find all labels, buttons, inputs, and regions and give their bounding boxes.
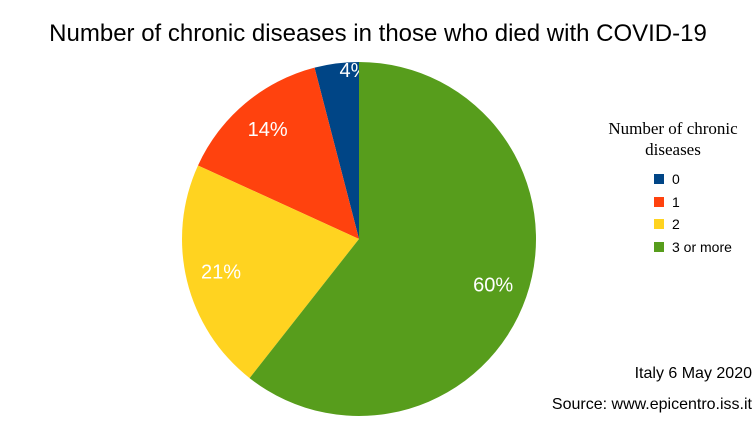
pie-slice-1 — [198, 67, 359, 239]
legend-label: 3 or more — [672, 238, 732, 255]
slice-label-2: 21% — [201, 262, 241, 284]
legend-item-2: 2 — [598, 213, 748, 236]
legend: Number of chronic diseases 0 1 2 3 or mo… — [598, 118, 748, 258]
legend-swatch — [654, 241, 664, 252]
slice-label-1: 14% — [248, 119, 288, 141]
legend-label: 2 — [672, 216, 680, 233]
legend-swatch — [654, 174, 664, 185]
legend-label: 1 — [672, 193, 680, 210]
legend-swatch — [654, 196, 664, 207]
legend-swatch — [654, 219, 664, 230]
date-note: Italy 6 May 2020 — [634, 365, 752, 382]
source-note: Source: www.epicentro.iss.it — [551, 396, 752, 413]
pie-slice-3 — [249, 61, 537, 416]
pie-slice-0 — [314, 62, 359, 239]
legend-title: Number of chronic diseases — [608, 119, 738, 159]
chart-title: Number of chronic diseases in those who … — [49, 20, 707, 47]
legend-item-3: 3 or more — [598, 236, 748, 259]
slice-label-3: 60% — [473, 274, 513, 296]
legend-label: 0 — [672, 171, 680, 188]
pie-slice-2 — [182, 165, 359, 379]
legend-item-0: 0 — [598, 168, 748, 191]
legend-item-1: 1 — [598, 191, 748, 214]
